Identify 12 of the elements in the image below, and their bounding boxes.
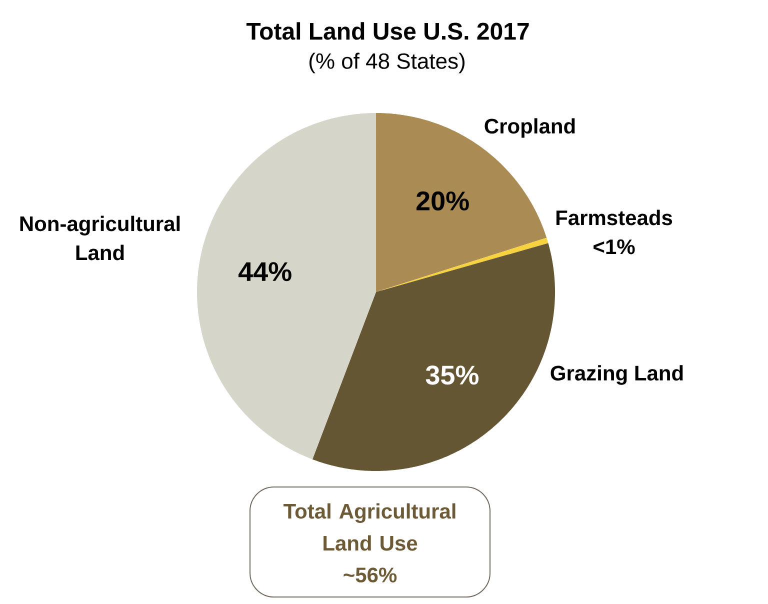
text: ~56% [344, 568, 397, 582]
data-label: 20% [416, 191, 469, 211]
data-label: 44% [238, 262, 292, 282]
slice-label: Non-agricultural Land [20, 216, 180, 260]
chart-subtitle: (% of 48 States) [309, 52, 464, 74]
text: Total Agricultural Land Use [284, 503, 456, 551]
slice-label: Farmsteads [556, 210, 672, 226]
data-label: <1% [594, 239, 635, 254]
slice-label: Cropland [484, 118, 575, 138]
data-label: 35% [426, 366, 479, 385]
slice-label: Grazing Land [550, 365, 683, 385]
chart-title: Total Land Use U.S. 2017 [246, 22, 529, 40]
